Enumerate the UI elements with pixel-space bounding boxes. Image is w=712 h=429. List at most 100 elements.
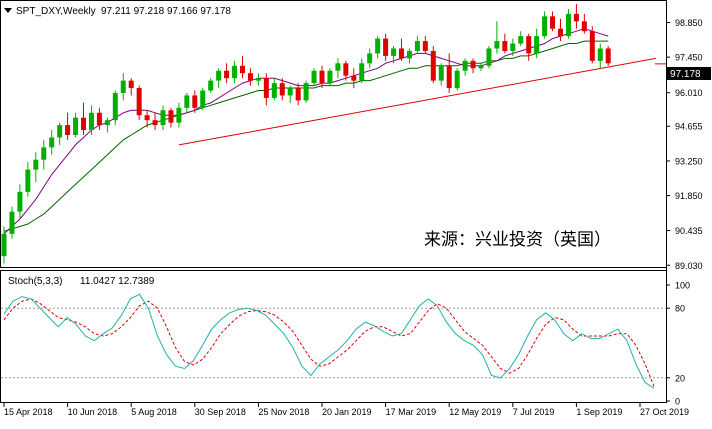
stoch-tick-label: 100 [675,281,690,291]
candle-body [581,21,587,32]
candle [57,122,63,145]
candle [88,105,94,135]
candle-body [263,78,269,98]
candle [200,88,206,111]
candle-body [144,115,150,121]
candle-body [184,95,190,108]
candle-body [605,48,611,64]
candle [454,68,460,91]
candle [192,90,198,113]
candle-body [399,48,404,59]
candle [295,83,301,106]
price-tick-label: 89.030 [675,261,703,271]
candle-body [422,41,428,51]
candle [104,117,110,133]
candle-body [311,70,317,84]
support-trendline [178,57,656,146]
candle-body [49,137,55,148]
candle-body [438,65,444,81]
candle [1,226,7,264]
current-price-badge: 97.178 [667,67,711,80]
watermark-text: 来源：兴业投资（英国） [424,230,611,249]
price-tick-label: 90.435 [675,226,703,236]
candle-body [112,92,118,121]
candle-body [391,48,397,56]
symbol-label: SPT_DXY,Weekly [16,6,96,17]
candle [351,68,357,89]
stoch-main-line [3,293,655,389]
candle [33,152,39,182]
candle-body [303,83,309,101]
candle [303,80,309,103]
candle-body [81,117,86,131]
candle [224,63,230,84]
candle [160,105,166,131]
candle-body [295,88,301,101]
date-label: 1 Sep 2019 [576,407,622,417]
candle-body [351,75,357,81]
price-tick-label: 91.850 [675,191,703,201]
date-label: 20 Jan 2019 [322,407,372,417]
candle [589,26,595,64]
candle-body [25,169,31,192]
stoch-tick-label: 80 [675,304,685,314]
candle [446,53,452,93]
candle-body [327,70,333,84]
candle [152,112,158,131]
candle [573,4,579,29]
candle [597,43,603,69]
candle [81,102,86,135]
candle-body [526,36,532,54]
candle-body [335,63,341,71]
candle-body [518,36,524,44]
candle-body [430,50,436,81]
candle [17,184,23,220]
candle-body [383,38,389,56]
candle-body [343,63,349,76]
candle-body [120,80,126,93]
candle-body [319,70,325,84]
candle-body [136,88,142,116]
candle [494,21,500,54]
candle [462,58,468,76]
stoch-tick-label: 20 [675,373,685,383]
triangle-down-icon[interactable] [4,8,12,13]
chart-header: SPT_DXY,Weekly 97.211 97.218 97.166 97.1… [4,6,231,17]
candle [9,206,15,239]
candle [271,78,277,101]
candle-body [57,125,63,138]
candle [240,55,245,79]
candle-body [542,16,548,37]
candle-body [462,60,468,71]
candle [263,73,269,106]
stoch-tick-label: 0 [675,397,680,407]
candle-body [9,211,15,234]
price-tick-label: 98.850 [675,18,703,28]
candle [478,63,484,71]
candle [208,78,214,93]
candle [605,46,611,66]
candle-body [414,41,420,51]
candle-body [454,70,460,89]
candle-body [550,16,556,29]
candle-body [96,112,102,126]
candle [486,46,492,69]
candle [430,46,436,84]
price-tick-label: 94.655 [675,122,703,132]
candle-body [152,120,158,126]
stoch-panel [0,270,667,403]
candle [391,46,397,64]
candle [41,139,47,170]
date-label: 12 May 2019 [449,407,501,417]
candle [335,58,341,79]
candle-body [367,53,373,64]
candle [518,31,524,47]
candle [136,85,142,121]
candle-body [240,65,245,74]
candle [176,102,182,128]
price-plot [1,4,666,264]
candle-body [41,147,47,160]
date-label: 7 Jul 2019 [513,407,555,417]
